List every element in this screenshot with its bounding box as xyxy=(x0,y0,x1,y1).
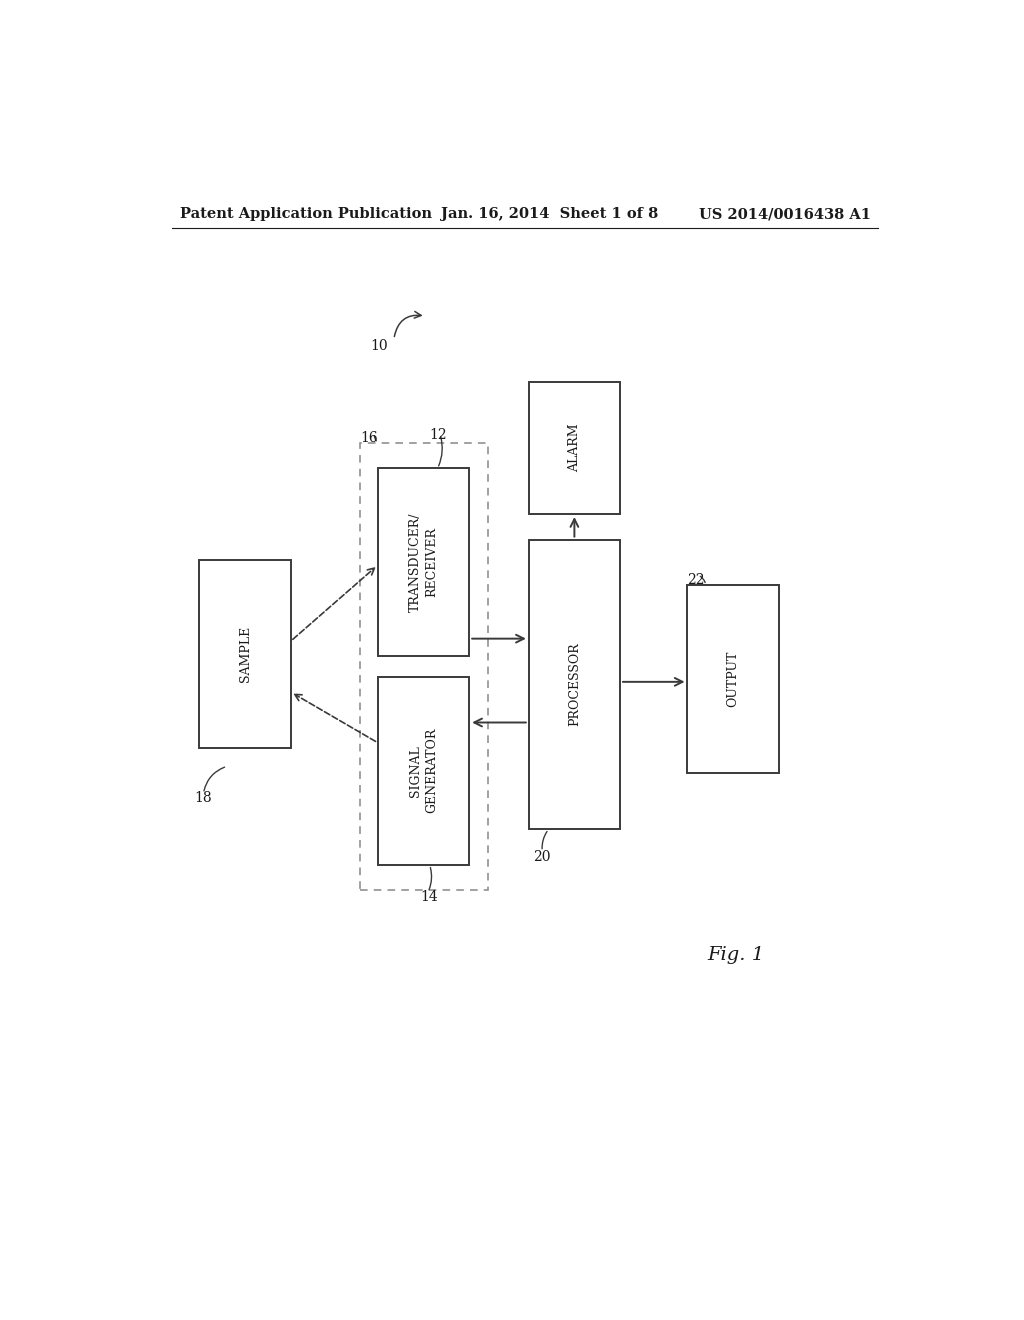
Text: 18: 18 xyxy=(194,791,212,805)
Bar xyxy=(528,540,621,829)
Bar xyxy=(378,469,469,656)
Text: 12: 12 xyxy=(430,428,447,442)
Text: TRANSDUCER/
RECEIVER: TRANSDUCER/ RECEIVER xyxy=(410,512,438,612)
Text: PROCESSOR: PROCESSOR xyxy=(568,643,581,726)
Text: OUTPUT: OUTPUT xyxy=(727,651,739,708)
Text: US 2014/0016438 A1: US 2014/0016438 A1 xyxy=(699,207,871,222)
Text: 14: 14 xyxy=(420,890,438,904)
Text: 20: 20 xyxy=(532,850,550,863)
Text: SAMPLE: SAMPLE xyxy=(239,626,252,682)
Text: Jan. 16, 2014  Sheet 1 of 8: Jan. 16, 2014 Sheet 1 of 8 xyxy=(441,207,658,222)
Bar xyxy=(528,381,621,515)
Text: 16: 16 xyxy=(360,430,378,445)
Text: 22: 22 xyxy=(687,573,705,587)
Text: Patent Application Publication: Patent Application Publication xyxy=(179,207,431,222)
Bar xyxy=(687,585,778,774)
Bar xyxy=(200,560,291,748)
Text: ALARM: ALARM xyxy=(568,424,581,473)
Text: Fig. 1: Fig. 1 xyxy=(708,946,765,964)
Bar xyxy=(359,444,488,890)
Text: SIGNAL
GENERATOR: SIGNAL GENERATOR xyxy=(410,729,438,813)
Bar xyxy=(378,677,469,865)
Text: 10: 10 xyxy=(370,339,388,354)
